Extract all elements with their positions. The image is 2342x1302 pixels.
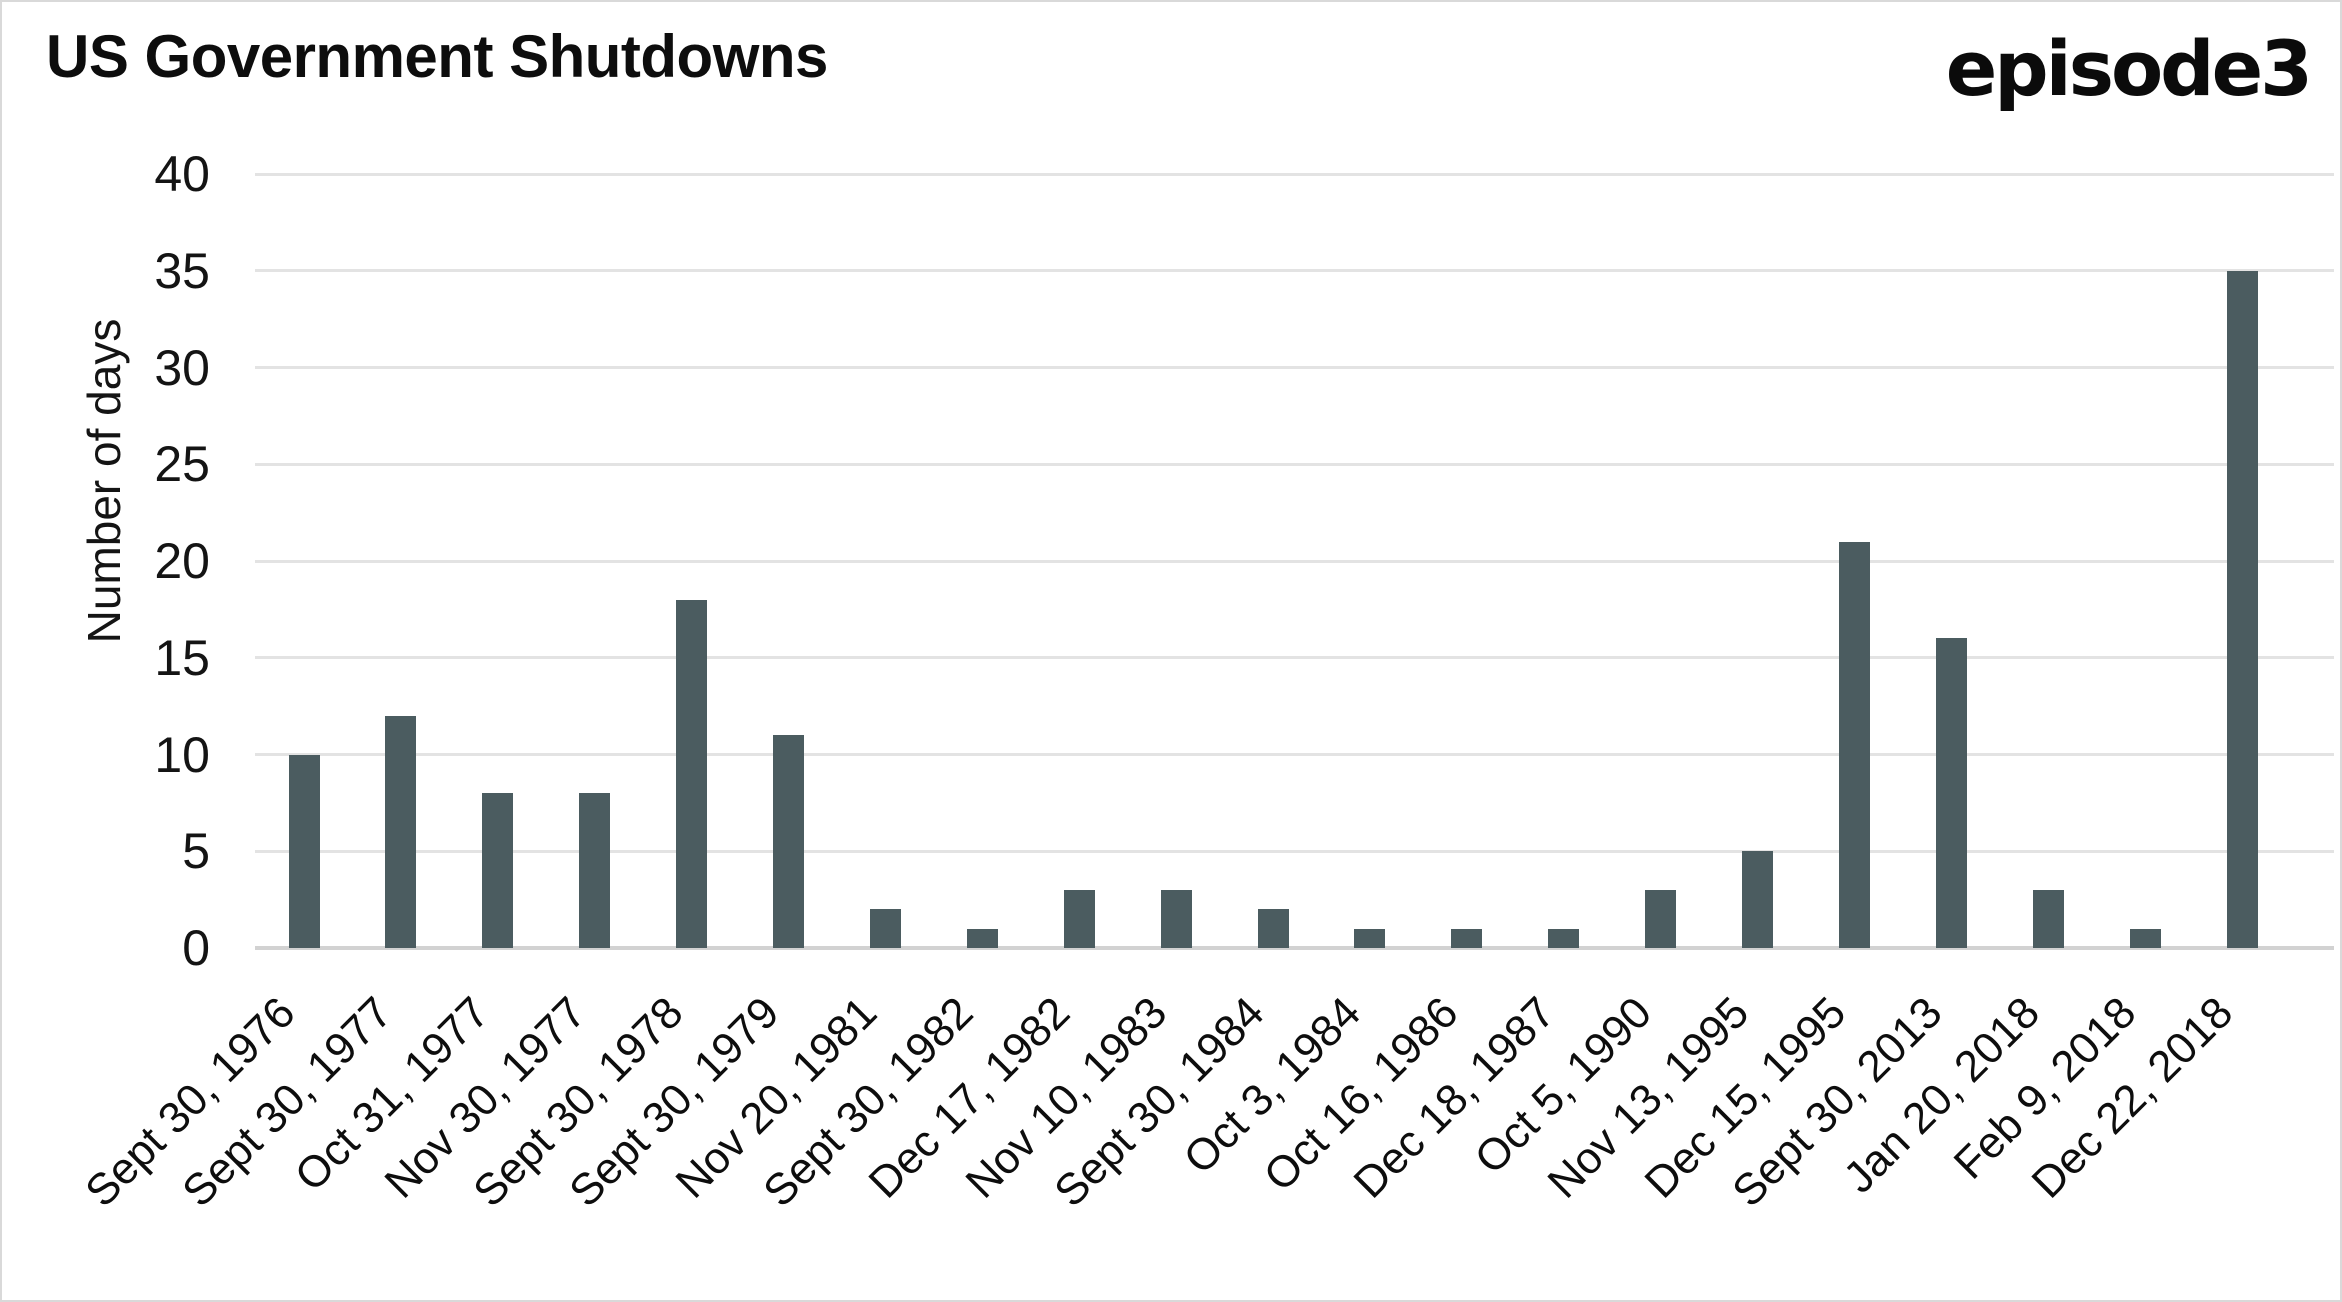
y-tick-label-15: 15 — [154, 629, 210, 686]
gridline-y-10 — [255, 753, 2334, 756]
bar-7 — [869, 909, 901, 948]
bar-16 — [1742, 851, 1773, 948]
bar-6 — [773, 735, 804, 948]
bar-1 — [288, 754, 320, 948]
gridline-y-35 — [255, 269, 2334, 273]
bar-8 — [966, 928, 998, 948]
gridline-y-30 — [255, 366, 2334, 369]
y-tick-label-5: 5 — [182, 823, 210, 880]
brand-logo-episode3: episode3 — [1945, 24, 2313, 113]
gridline-y-40 — [255, 172, 2334, 176]
y-tick-label-35: 35 — [154, 242, 210, 299]
gridline-y-15 — [255, 656, 2334, 660]
gridline-y-20 — [255, 559, 2334, 563]
y-tick-label-30: 30 — [154, 339, 210, 396]
y-tick-label-0: 0 — [182, 920, 210, 976]
gridline-y-5 — [255, 849, 2334, 853]
bar-18 — [1935, 638, 1967, 948]
bar-4 — [579, 793, 611, 948]
bar-10 — [1160, 889, 1192, 948]
bar-17 — [1838, 541, 1870, 948]
y-tick-label-25: 25 — [154, 436, 210, 493]
y-tick-label-40: 40 — [154, 146, 210, 202]
bar-13 — [1451, 928, 1483, 948]
bar-5 — [676, 599, 708, 948]
x-axis-line — [255, 946, 2334, 950]
y-tick-label-10: 10 — [154, 726, 210, 783]
bar-12 — [1354, 928, 1386, 948]
bar-19 — [2032, 889, 2064, 948]
bar-9 — [1063, 889, 1095, 948]
bar-3 — [482, 793, 514, 948]
bar-2 — [385, 715, 417, 948]
chart-title: US Government Shutdowns — [46, 23, 828, 90]
gridline-y-25 — [255, 462, 2334, 466]
bar-15 — [1645, 889, 1677, 948]
bar-14 — [1548, 928, 1580, 948]
y-tick-label-20: 20 — [154, 533, 210, 589]
bar-11 — [1257, 909, 1289, 948]
bar-20 — [2129, 928, 2161, 948]
bar-21 — [2226, 270, 2258, 948]
